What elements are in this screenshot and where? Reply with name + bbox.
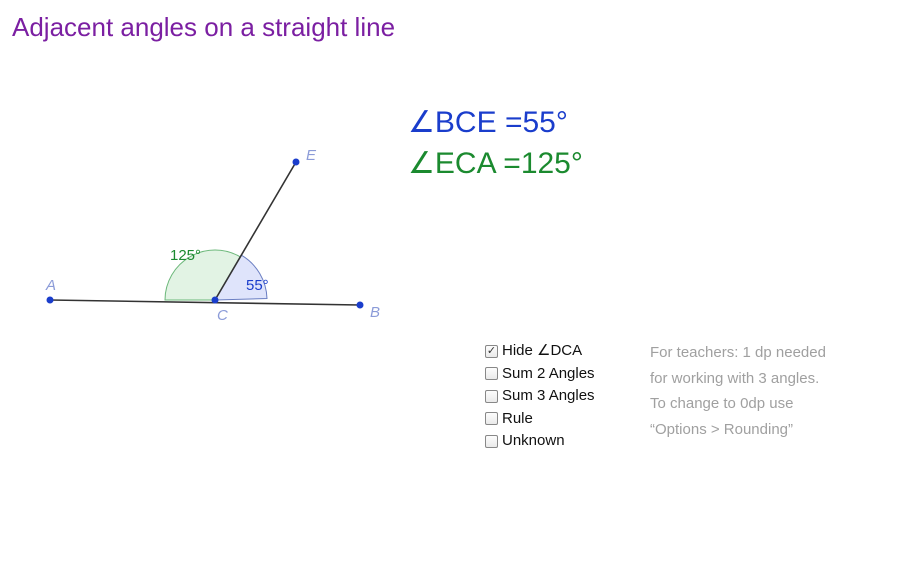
point-label-b: B	[370, 304, 380, 321]
checkbox-row: Unknown	[485, 430, 595, 453]
angle-symbol-icon: ∠	[408, 106, 435, 139]
checkbox-row: Sum 3 Angles	[485, 385, 595, 408]
point-label-e: E	[306, 147, 317, 164]
arc-label-bce: 55°	[246, 277, 269, 294]
point-c[interactable]	[212, 297, 219, 304]
teacher-note-line: For teachers: 1 dp needed	[650, 340, 890, 366]
checkbox-row: Rule	[485, 408, 595, 431]
angle-symbol-icon: ∠	[408, 147, 435, 180]
eq-bce-name: BCE	[435, 106, 505, 139]
teacher-note-line: To change to 0dp use	[650, 391, 890, 417]
point-label-c: C	[217, 307, 228, 324]
point-b[interactable]	[357, 302, 364, 309]
checkbox-label: Rule	[502, 408, 533, 431]
eq-eca-name: ECA	[435, 147, 503, 180]
eq-eca-val: 125°	[521, 147, 583, 180]
equation-bce: ∠BCE =55°	[408, 105, 568, 140]
equation-eca: ∠ECA =125°	[408, 146, 583, 181]
line-ab	[50, 300, 360, 305]
checkbox-3[interactable]	[485, 412, 498, 425]
checkbox-group: ✓ Hide ∠DCASum 2 AnglesSum 3 AnglesRuleUn…	[485, 340, 595, 453]
checkbox-4[interactable]	[485, 435, 498, 448]
checkbox-label: Sum 3 Angles	[502, 385, 595, 408]
point-label-a: A	[45, 277, 56, 294]
teacher-note: For teachers: 1 dp neededfor working wit…	[650, 340, 890, 442]
eq-sign: =	[503, 147, 521, 180]
checkbox-2[interactable]	[485, 390, 498, 403]
page-title: Adjacent angles on a straight line	[12, 12, 395, 43]
teacher-note-line: for working with 3 angles.	[650, 366, 890, 392]
angle-diagram: A C B E 55° 125°	[20, 120, 400, 360]
diagram-svg: A C B E 55° 125°	[20, 120, 400, 360]
point-e[interactable]	[293, 159, 300, 166]
checkbox-1[interactable]	[485, 367, 498, 380]
eq-bce-val: 55°	[522, 106, 567, 139]
checkbox-0[interactable]: ✓	[485, 345, 498, 358]
point-a[interactable]	[47, 297, 54, 304]
eq-sign: =	[505, 106, 523, 139]
teacher-note-line: “Options > Rounding”	[650, 417, 890, 443]
checkbox-label: Sum 2 Angles	[502, 363, 595, 386]
checkbox-label: Unknown	[502, 430, 565, 453]
checkbox-row: Sum 2 Angles	[485, 363, 595, 386]
checkbox-row: ✓ Hide ∠DCA	[485, 340, 595, 363]
arc-label-eca: 125°	[170, 247, 201, 264]
checkbox-label: Hide ∠DCA	[502, 340, 582, 363]
